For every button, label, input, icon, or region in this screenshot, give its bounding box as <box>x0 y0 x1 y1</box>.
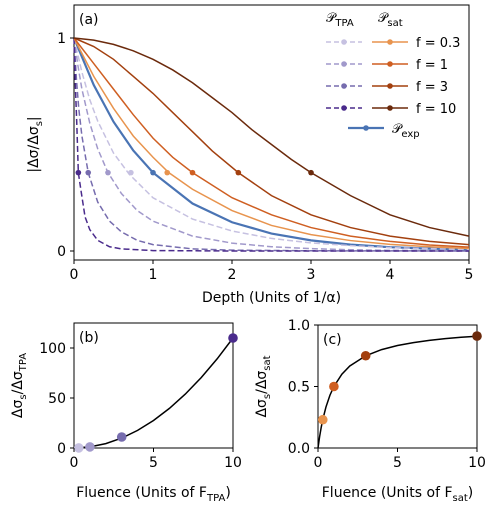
x-tick-label: 0 <box>70 267 79 283</box>
panel-label: (c) <box>323 332 342 348</box>
legend-exp-label: 𝒫exp <box>392 122 420 140</box>
y-tick-label: 0.0 <box>288 441 310 457</box>
x-tick-label: 10 <box>468 455 486 471</box>
panel-a: 0 1 2 3 4 5 0 1 Depth (Units of 1/α) |Δσ/Δσs| (a) 𝒫… <box>26 5 473 306</box>
y-tick-label: 50 <box>48 391 66 407</box>
legend-row-label: f = 10 <box>416 102 456 117</box>
data-point <box>318 415 328 425</box>
x-tick-label: 5 <box>393 455 402 471</box>
data-point <box>329 382 339 392</box>
x-tick-label: 0 <box>70 455 79 471</box>
legend-col-header: 𝒫sat <box>378 11 403 29</box>
x-tick-label: 0 <box>314 455 323 471</box>
series-marker-3 <box>85 170 91 176</box>
legend-row-label: f = 0.3 <box>416 36 460 51</box>
x-tick-label: 3 <box>307 267 316 283</box>
x-axis-label: Depth (Units of 1/α) <box>202 290 341 306</box>
x-tick-label: 5 <box>465 267 474 283</box>
series-line-6 <box>74 38 469 247</box>
series-marker-2 <box>105 170 111 176</box>
plot-frame <box>318 325 477 448</box>
x-tick-label: 5 <box>149 455 158 471</box>
y-tick-label: 100 <box>39 341 66 357</box>
panel-c: 0 5 10 0.0 0.5 1.0 Fluence (Units of Fsat) Δσs/… <box>254 318 486 504</box>
series-line-7 <box>74 38 469 245</box>
legend-marker-exp <box>363 125 369 131</box>
fit-curve <box>74 338 233 448</box>
legend-marker-sat <box>387 105 393 111</box>
series-marker-0 <box>150 170 156 176</box>
series-marker-5 <box>164 170 170 176</box>
y-tick-label: 0.5 <box>288 380 310 396</box>
data-point <box>117 432 127 442</box>
legend-row-label: f = 3 <box>416 80 448 95</box>
legend-col-header: 𝒫TPA <box>326 11 354 29</box>
series-marker-6 <box>190 170 196 176</box>
y-tick-label: 1.0 <box>288 318 310 334</box>
y-tick-label: 1 <box>57 31 66 47</box>
fit-curve <box>318 336 477 448</box>
data-point <box>74 443 84 453</box>
x-axis-label: Fluence (Units of FTPA) <box>76 485 231 504</box>
data-point <box>85 442 95 452</box>
x-tick-label: 4 <box>386 267 395 283</box>
legend-row-label: f = 1 <box>416 58 448 73</box>
data-point <box>228 333 238 343</box>
y-axis-label: Δσs/ΔσTPA <box>10 353 29 418</box>
legend-marker-tpa <box>341 83 347 89</box>
series-line-5 <box>74 38 469 248</box>
x-tick-label: 1 <box>149 267 158 283</box>
legend-marker-tpa <box>341 105 347 111</box>
y-axis-label: Δσs/Δσsat <box>254 355 273 417</box>
x-tick-label: 2 <box>228 267 237 283</box>
legend-marker-sat <box>387 39 393 45</box>
panel-label: (b) <box>79 330 99 346</box>
data-point <box>472 331 482 341</box>
data-point <box>361 351 371 361</box>
series-marker-8 <box>308 170 314 176</box>
y-axis-label: |Δσ/Δσs| <box>26 116 45 172</box>
legend-marker-sat <box>387 83 393 89</box>
series-marker-7 <box>236 170 242 176</box>
x-axis-label: Fluence (Units of Fsat) <box>322 485 474 504</box>
legend-marker-sat <box>387 61 393 67</box>
x-tick-label: 10 <box>224 455 242 471</box>
y-tick-label: 0 <box>57 441 66 457</box>
legend: 𝒫TPA 𝒫sat f = 0.3 f = 1 f = 3 f = 10 𝒫exp <box>326 11 460 140</box>
panel-label: (a) <box>79 12 99 28</box>
legend-marker-tpa <box>341 61 347 67</box>
y-tick-label: 0 <box>57 244 66 260</box>
series-marker-1 <box>128 170 134 176</box>
legend-marker-tpa <box>341 39 347 45</box>
series-marker-4 <box>76 170 82 176</box>
